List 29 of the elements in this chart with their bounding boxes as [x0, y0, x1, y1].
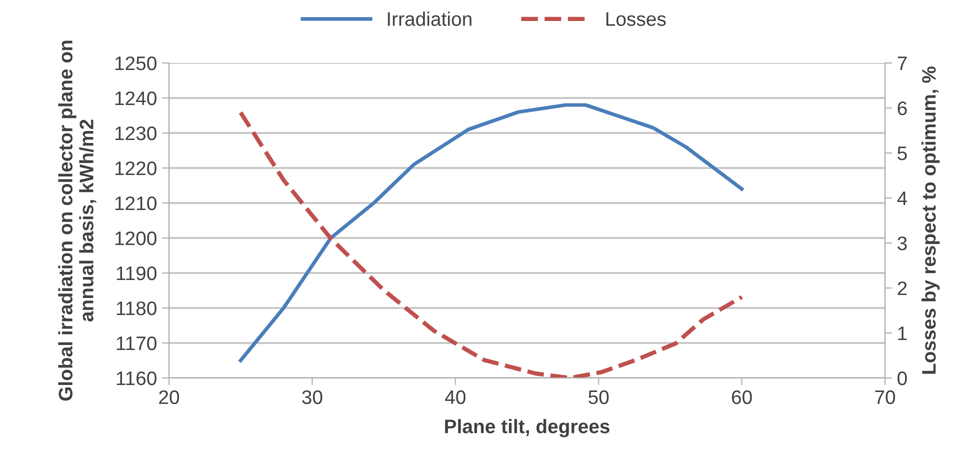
- x-tick-label: 30: [302, 390, 322, 404]
- y-tick-label: 1250: [115, 56, 156, 70]
- x-tick-label: 50: [588, 390, 609, 404]
- y2-tick-label: 2: [898, 281, 907, 296]
- y-tick-label: 1170: [116, 336, 156, 350]
- y-tick-label: 1230: [115, 126, 156, 140]
- y2-tick-label: 7: [898, 56, 907, 70]
- y2-tick-label: 1: [898, 326, 907, 340]
- x-axis-title: Plane tilt, degrees: [445, 419, 610, 438]
- legend-label: Losses: [606, 12, 666, 26]
- y-tick-label: 1220: [115, 161, 156, 176]
- y2-axis-title: Losses by respect to optimum, %: [922, 66, 940, 374]
- y-tick-label: 1210: [115, 196, 156, 210]
- y-tick-label: 1200: [115, 231, 156, 246]
- x-tick-label: 40: [445, 390, 466, 404]
- y2-tick-label: 4: [897, 192, 908, 206]
- y-tick-label: 1190: [116, 266, 156, 280]
- legend-label: Irradiation: [388, 12, 472, 26]
- x-tick-label: 60: [732, 390, 752, 404]
- y-tick-label: 1180: [116, 301, 156, 316]
- y2-tick-label: 0: [898, 371, 907, 386]
- y2-tick-label: 6: [898, 101, 907, 116]
- y2-tick-label: 3: [898, 236, 907, 250]
- y-axis-title: Global irradiation on collector plane on annual basis, kWh/m2: [58, 40, 96, 401]
- y-tick-label: 1240: [115, 91, 156, 106]
- y-tick-label: 1160: [116, 371, 156, 386]
- x-tick-label: 70: [875, 390, 896, 404]
- x-tick-label: 20: [159, 390, 180, 404]
- y2-tick-label: 5: [898, 146, 907, 160]
